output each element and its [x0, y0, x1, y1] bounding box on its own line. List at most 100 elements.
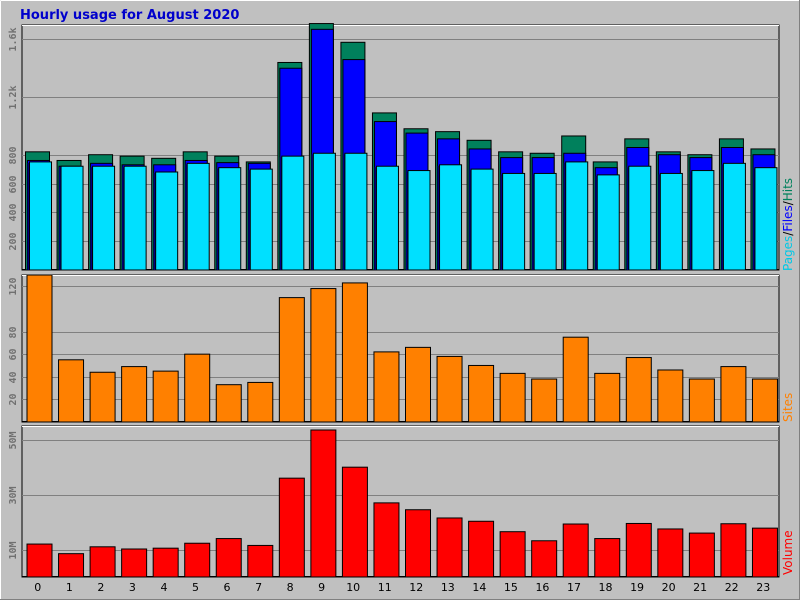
pages-bar-shadow [689, 171, 692, 270]
pages-bar-shadow [59, 167, 62, 270]
volume-bar [562, 523, 589, 578]
sites-bar [152, 370, 179, 423]
hits-files-pages-panel: 200 400 600 800 1.2k 1.6k [8, 23, 780, 271]
volume-bar [373, 502, 400, 578]
pages-bar [722, 162, 746, 271]
pages-bar [60, 165, 84, 271]
volume-bar [341, 466, 368, 578]
pages-bar-shadow [248, 170, 251, 270]
pages-bar-shadow [532, 174, 535, 270]
chart-title: Hourly usage for August 2020 [20, 8, 239, 23]
hour-axis: 0 1 2 3 4 5 6 7 8 9 10 11 12 13 14 15 16 17 18 19 20 21 22 23 [34, 581, 770, 594]
volume-bar [247, 544, 274, 578]
volume-bar [657, 528, 684, 578]
volume-bar [215, 538, 242, 578]
sites-ytick-label: 20 [8, 393, 19, 405]
volume-bar [531, 540, 558, 578]
pages-bar [29, 161, 52, 271]
hits-ytick-label: 1.6k [8, 27, 19, 51]
sites-ytick-label: 80 [8, 326, 19, 338]
volume-bar [310, 429, 337, 578]
volume-bar [58, 553, 85, 578]
pages-bar [691, 170, 715, 271]
hits-ytick-label: 400 [8, 203, 19, 221]
sites-bar [215, 384, 242, 423]
hour-label: 5 [192, 581, 199, 594]
sites-bar [121, 366, 148, 423]
sites-bar [373, 351, 400, 423]
hour-label: 20 [662, 581, 676, 594]
pages-bar [502, 172, 526, 271]
pages-bar-shadow [595, 175, 598, 270]
sites-bar [184, 353, 211, 423]
volume-ytick-label: 30M [8, 486, 19, 504]
hits-panel-legend: Pages/Files/Hits [781, 178, 795, 271]
sites-bar [341, 282, 368, 423]
legend-hits: Hits [781, 178, 795, 201]
pages-bar-shadow [185, 164, 188, 270]
hour-label: 15 [504, 581, 518, 594]
sites-bar [657, 369, 684, 423]
sites-bar [89, 371, 116, 423]
sites-ytick-label: 120 [8, 277, 19, 295]
pages-bar [439, 164, 463, 271]
pages-bar [249, 168, 273, 271]
hour-label: 7 [255, 581, 262, 594]
volume-bar [720, 523, 747, 578]
sites-bar [468, 364, 495, 423]
pages-bar [659, 172, 683, 271]
pages-bar-shadow [500, 174, 503, 270]
volume-bar [121, 548, 148, 578]
volume-ytick-label: 10M [8, 541, 19, 559]
hour-label: 9 [318, 581, 325, 594]
pages-bar [375, 165, 399, 271]
sites-bar [436, 355, 463, 423]
volume-bar [468, 520, 495, 578]
volume-bar [751, 527, 778, 578]
sites-bar [499, 372, 526, 423]
pages-bar [754, 167, 778, 271]
legend-separator-2: / [781, 200, 795, 205]
sites-bar [26, 274, 53, 423]
pages-bar-shadow [153, 173, 156, 270]
legend-files: Files [781, 205, 795, 231]
pages-bar [344, 152, 368, 271]
hour-label: 21 [693, 581, 707, 594]
pages-bar-shadow [122, 167, 125, 270]
legend-pages: Pages [781, 236, 795, 271]
pages-bar-shadow [563, 162, 566, 270]
pages-bar [596, 174, 620, 271]
pages-bar [123, 165, 147, 271]
legend-separator-1: / [781, 231, 795, 236]
pages-bar-shadow [437, 165, 440, 270]
hits-ytick-label: 200 [8, 232, 19, 250]
pages-bar [186, 162, 210, 271]
hour-label: 17 [567, 581, 581, 594]
pages-bar-shadow [469, 170, 472, 270]
hour-label: 11 [378, 581, 392, 594]
sites-bar [58, 359, 85, 423]
pages-bar [407, 170, 431, 271]
pages-bar-shadow [658, 174, 661, 270]
hour-label: 19 [630, 581, 644, 594]
sites-bar [531, 378, 558, 423]
hour-label: 10 [346, 581, 360, 594]
sites-bar [751, 378, 778, 423]
sites-ytick-label: 40 [8, 371, 19, 383]
sites-bar [247, 381, 274, 423]
pages-bar [92, 165, 116, 271]
hour-label: 6 [224, 581, 231, 594]
pages-bar [470, 168, 494, 271]
sites-bar [625, 357, 652, 423]
hour-label: 18 [599, 581, 613, 594]
hour-label: 0 [34, 581, 41, 594]
hour-label: 22 [725, 581, 739, 594]
pages-bar [565, 161, 589, 271]
pages-bar-shadow [374, 167, 377, 270]
sites-ytick-label: 60 [8, 348, 19, 360]
volume-bar [26, 543, 53, 578]
pages-bar-shadow [752, 168, 755, 270]
hits-ytick-label: 800 [8, 146, 19, 164]
sites-bar [310, 288, 337, 423]
